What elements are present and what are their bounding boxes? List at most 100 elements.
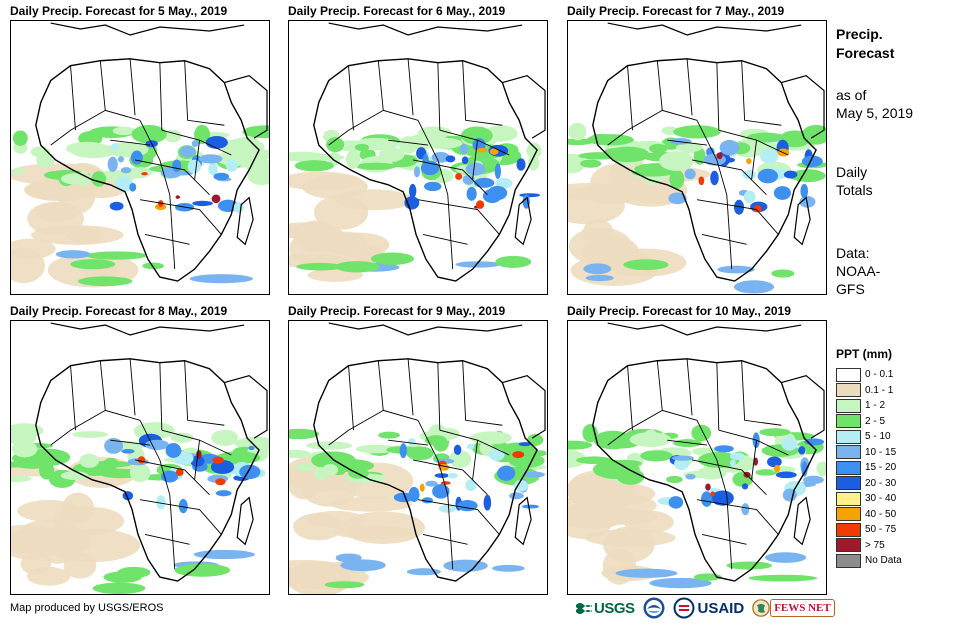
legend-item: 40 - 50 xyxy=(836,507,902,523)
country-border xyxy=(184,360,225,426)
rain-streak xyxy=(455,261,501,268)
extreme-rain-spot xyxy=(710,491,715,497)
rain-patch xyxy=(242,125,269,139)
country-border xyxy=(667,439,707,446)
heavy-rain-patch xyxy=(729,459,736,467)
heavy-rain-patch xyxy=(198,154,223,164)
legend-item: No Data xyxy=(836,553,902,569)
partner-logos: USGS USAID FEWS NET xyxy=(576,595,843,621)
rain-patch xyxy=(425,435,447,446)
extreme-rain-spot xyxy=(489,148,499,155)
sidebar-totals-line2: Totals xyxy=(836,182,873,198)
forecast-map-4 xyxy=(10,320,270,595)
heavy-rain-patch xyxy=(447,472,458,479)
heavy-rain-patch xyxy=(192,200,213,207)
legend-swatch xyxy=(836,476,861,491)
heavy-rain-patch xyxy=(109,201,124,211)
heavy-rain-patch xyxy=(104,438,124,454)
extreme-rain-spot xyxy=(141,172,148,176)
country-border xyxy=(99,60,141,121)
heavy-rain-patch xyxy=(759,148,779,164)
country-border xyxy=(686,358,693,416)
country-border xyxy=(169,494,176,570)
country-border xyxy=(70,365,76,431)
heavy-rain-patch xyxy=(248,445,255,451)
arabia-outline xyxy=(224,74,268,139)
rain-patch xyxy=(527,434,544,446)
rain-patch xyxy=(322,464,339,476)
heavy-rain-patch xyxy=(495,177,513,189)
rain-patch xyxy=(378,147,405,163)
sidebar-totals-line1: Daily xyxy=(836,164,868,180)
country-border xyxy=(348,365,354,431)
legend-swatch xyxy=(836,383,861,398)
heavy-rain-patch xyxy=(522,471,545,478)
heavy-rain-patch xyxy=(516,158,526,171)
madagascar-outline xyxy=(236,196,254,246)
sidebar-asof-line2: May 5, 2019 xyxy=(836,105,914,121)
country-border xyxy=(184,60,225,126)
rain-streak xyxy=(585,274,614,282)
legend-swatch xyxy=(836,553,861,568)
legend-label: 5 - 10 xyxy=(865,431,891,443)
heavy-rain-patch xyxy=(191,140,199,148)
extreme-rain-spot xyxy=(175,468,184,476)
legend-title: PPT (mm) xyxy=(836,347,893,361)
country-border xyxy=(696,120,728,195)
rain-patch xyxy=(759,428,791,437)
rain-streak xyxy=(649,577,712,589)
heavy-rain-patch xyxy=(783,170,798,179)
legend-item: 10 - 15 xyxy=(836,445,902,461)
heavy-rain-patch xyxy=(669,138,692,145)
africa-map-svg xyxy=(568,322,826,589)
legend-item: 0.1 - 1 xyxy=(836,383,902,399)
rain-streak xyxy=(92,582,146,594)
arabia-outline xyxy=(224,374,268,439)
rain-streak xyxy=(615,568,678,578)
country-border xyxy=(741,360,782,426)
rain-patch xyxy=(632,169,673,177)
heavy-rain-patch xyxy=(205,136,228,149)
heavy-rain-patch xyxy=(767,456,782,468)
legend-swatch xyxy=(836,398,861,413)
dry-patch xyxy=(289,559,350,583)
rain-patch xyxy=(568,153,586,174)
rain-patch xyxy=(527,156,540,171)
dry-patch xyxy=(580,508,658,525)
heavy-rain-patch xyxy=(431,152,450,163)
panel-title-5: Daily Precip. Forecast for 9 May., 2019 xyxy=(288,304,506,318)
dry-patch xyxy=(341,511,425,545)
extreme-rain-spot xyxy=(440,481,451,485)
sidebar-heading-line1: Precip. xyxy=(836,26,883,42)
legend-label: 15 - 20 xyxy=(865,462,897,474)
rain-patch xyxy=(648,143,668,154)
legend-swatch xyxy=(836,445,861,460)
rain-patch xyxy=(326,137,345,153)
country-border xyxy=(656,60,698,121)
heavy-rain-patch xyxy=(775,471,797,479)
heavy-rain-patch xyxy=(165,443,182,458)
rain-patch xyxy=(755,469,777,476)
heavy-rain-patch xyxy=(497,465,516,481)
rain-streak xyxy=(335,553,362,563)
rain-patch xyxy=(575,456,613,464)
heavy-rain-patch xyxy=(425,480,438,487)
legend-swatch xyxy=(836,429,861,444)
heavy-rain-patch xyxy=(483,494,492,511)
extreme-rain-spot xyxy=(705,483,711,491)
forecast-map-2 xyxy=(288,20,548,295)
country-border xyxy=(627,365,633,431)
legend-label: 10 - 15 xyxy=(865,446,897,458)
heavy-rain-patch xyxy=(519,193,541,198)
heavy-rain-patch xyxy=(107,156,118,172)
rain-patch xyxy=(131,124,167,144)
legend-label: 1 - 2 xyxy=(865,400,886,412)
rain-patch xyxy=(801,124,826,145)
country-border xyxy=(50,109,106,146)
extreme-rain-spot xyxy=(753,457,759,466)
europe-outline xyxy=(50,322,245,336)
country-border xyxy=(667,139,707,146)
country-border xyxy=(377,360,419,421)
dry-patch xyxy=(27,567,71,586)
country-border xyxy=(741,60,782,126)
